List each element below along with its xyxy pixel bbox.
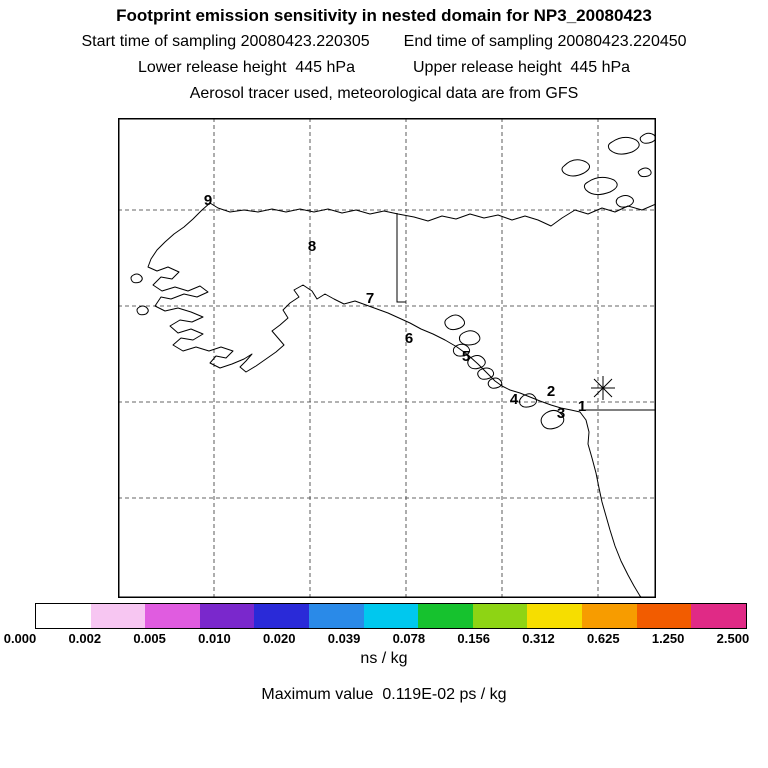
receptor-star-marker [591, 376, 615, 400]
colorbar-tick-label: 1.250 [651, 631, 685, 646]
colorbar [35, 603, 747, 629]
trajectory-hour-label: 7 [366, 290, 374, 307]
trajectory-hour-label: 1 [578, 398, 586, 415]
coastline [130, 132, 656, 598]
colorbar-segment [418, 604, 473, 628]
colorbar-tick-label: 0.625 [587, 631, 620, 646]
colorbar-tick-label: 0.000 [3, 631, 37, 646]
tracer-info-text: Aerosol tracer used, meteorological data… [189, 85, 579, 102]
political-borders [396, 213, 656, 411]
colorbar-segment [582, 604, 637, 628]
end-time-text: End time of sampling 20080423.220450 [403, 33, 687, 50]
trajectory-hour-label: 8 [308, 238, 316, 255]
alaska-canada-border [396, 213, 406, 303]
start-time-text: Start time of sampling 20080423.220305 [81, 33, 370, 50]
colorbar-segment [636, 604, 692, 628]
colorbar-segment [309, 604, 364, 628]
colorbar-tick-label: 0.002 [68, 631, 102, 646]
colorbar-tick-label: 0.005 [133, 631, 166, 646]
upper-release-text: Upper release height 445 hPa [413, 59, 631, 76]
colorbar-units-label: ns / kg [360, 650, 408, 667]
colorbar-segment [145, 604, 200, 628]
colorbar-tick-label: 2.500 [716, 631, 750, 646]
graticule-gridlines [118, 118, 656, 598]
map-frame [118, 118, 656, 598]
maximum-value-label: Maximum value 0.119E-02 ps / kg [261, 686, 507, 703]
colorbar-tick-label: 0.156 [457, 631, 490, 646]
colorbar-labels: 0.000 0.002 0.005 0.010 0.020 0.039 0.078 0.156… [0, 631, 753, 646]
colorbar-tick-label: 0.020 [262, 631, 296, 646]
trajectory-hour-label: 2 [547, 383, 555, 400]
trajectory-hour-label: 3 [557, 405, 565, 422]
figure-title-text: Footprint emission sensitivity in nested… [116, 6, 652, 25]
colorbar-segment [199, 604, 255, 628]
colorbar-tick-label: 0.010 [198, 631, 231, 646]
tracer-info-line: Aerosol tracer used, meteorological data… [0, 85, 768, 103]
figure-title: Footprint emission sensitivity in nested… [0, 6, 768, 26]
trajectory-hour-label: 4 [510, 391, 519, 408]
colorbar-tick-label: 0.312 [522, 631, 555, 646]
sampling-time-line: Start time of sampling 20080423.220305 E… [0, 33, 768, 51]
colorbar-tick-label: 0.078 [392, 631, 426, 646]
colorbar-segment [36, 604, 91, 628]
release-height-line: Lower release height 445 hPa Upper relea… [0, 59, 768, 77]
trajectory-hour-label: 5 [462, 348, 470, 365]
trajectory-hour-label: 6 [405, 330, 413, 347]
lower-release-text: Lower release height 445 hPa [137, 59, 355, 76]
colorbar-tick-label: 0.039 [327, 631, 361, 646]
map-svg: 9 8 7 6 5 4 23 1 [118, 118, 656, 598]
colorbar-segment [363, 604, 419, 628]
colorbar-segment [527, 604, 583, 628]
colorbar-segment [254, 604, 310, 628]
trajectory-hour-label: 9 [204, 192, 212, 209]
colorbar-segment [90, 604, 146, 628]
colorbar-segment [472, 604, 528, 628]
colorbar-segment [691, 604, 746, 628]
